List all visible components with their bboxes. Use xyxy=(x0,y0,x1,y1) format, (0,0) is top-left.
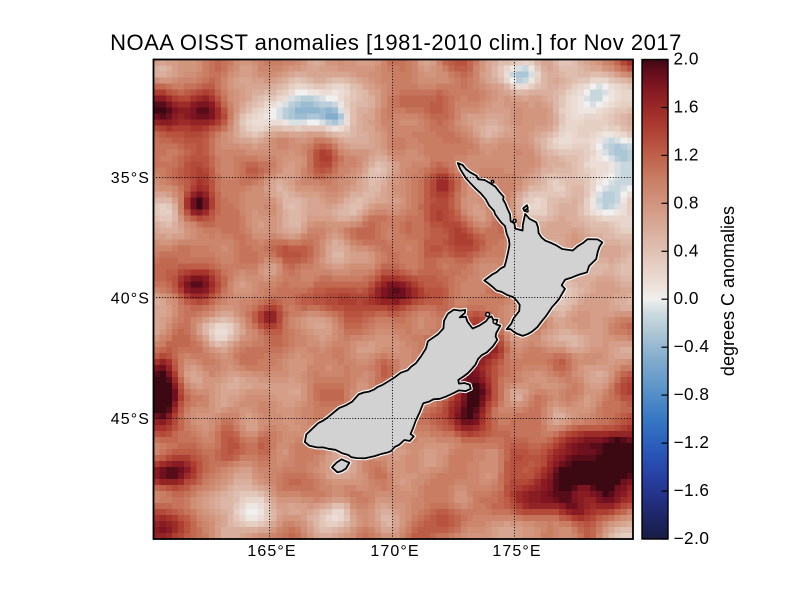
svg-text:−0.4: −0.4 xyxy=(674,336,710,356)
svg-text:1.6: 1.6 xyxy=(674,97,699,117)
svg-text:35°S: 35°S xyxy=(111,170,150,187)
svg-text:175°E: 175°E xyxy=(492,543,541,560)
svg-text:2.0: 2.0 xyxy=(674,49,699,69)
svg-text:1.2: 1.2 xyxy=(674,144,699,164)
svg-text:0.4: 0.4 xyxy=(674,240,699,260)
svg-text:−0.8: −0.8 xyxy=(674,384,710,404)
svg-text:165°E: 165°E xyxy=(247,543,296,560)
svg-text:degrees C anomalies: degrees C anomalies xyxy=(718,206,738,376)
svg-text:−2.0: −2.0 xyxy=(674,528,710,548)
svg-text:0.8: 0.8 xyxy=(674,192,699,212)
svg-text:−1.2: −1.2 xyxy=(674,432,710,452)
svg-text:45°S: 45°S xyxy=(111,411,150,428)
svg-text:−1.6: −1.6 xyxy=(674,480,710,500)
svg-text:170°E: 170°E xyxy=(370,543,419,560)
svg-text:NOAA OISST anomalies [1981-201: NOAA OISST anomalies [1981-2010 clim.] f… xyxy=(110,30,682,55)
svg-text:40°S: 40°S xyxy=(111,290,150,307)
svg-text:0.0: 0.0 xyxy=(674,288,699,308)
